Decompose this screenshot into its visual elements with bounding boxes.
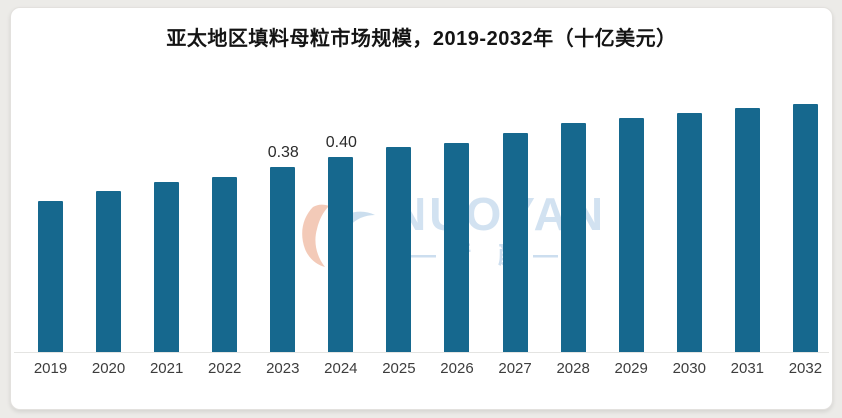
bar-2023 [270,167,296,352]
bar-2026 [444,143,470,352]
bar-2028 [560,123,586,352]
x-axis-tick-2024: 2024 [324,360,358,377]
bar-2029 [618,118,644,352]
x-axis-line [14,352,829,353]
plot-area: 0.38 0.40 2019 2020 2021 2022 2023 2024 2025 202… [11,8,832,409]
bar-2032 [792,104,818,352]
chart-card: 亚太地区填料母粒市场规模，2019-2032年（十亿美元） NUOYAN —精 … [10,7,833,410]
x-axis-tick-2027: 2027 [498,360,532,377]
bar-2031 [734,108,760,352]
bar-2030 [676,113,702,352]
bar-2025 [386,147,412,352]
bar-2020 [96,191,122,352]
x-axis-tick-2031: 2031 [730,360,765,377]
bars-area: 0.38 0.40 [11,8,832,352]
bar-value-label-2024: 0.40 [325,134,357,151]
x-axis-tick-2022: 2022 [208,360,242,377]
x-axis-tick-2028: 2028 [556,360,590,377]
bar-value-label-2023: 0.38 [267,144,299,161]
bar-2021 [154,182,180,352]
x-axis-tick-2021: 2021 [149,360,184,377]
bar-2024 [328,157,354,352]
x-axis-tick-2023: 2023 [266,360,300,377]
x-axis-tick-2029: 2029 [614,360,648,377]
x-axis-tick-2030: 2030 [672,360,706,377]
bar-2022 [212,177,238,352]
x-axis-tick-2019: 2019 [33,360,68,377]
bar-2027 [502,133,528,352]
x-axis-tick-2025: 2025 [382,360,416,377]
x-axis-tick-2020: 2020 [91,360,126,377]
x-axis-tick-2026: 2026 [440,360,474,377]
chart-title: 亚太地区填料母粒市场规模，2019-2032年（十亿美元） [166,28,677,50]
bar-2019 [38,201,63,352]
x-axis-labels: 2019 2020 2021 2022 2023 2024 2025 2026 2027 2028… [11,360,832,384]
x-axis-tick-2032: 2032 [788,360,823,377]
